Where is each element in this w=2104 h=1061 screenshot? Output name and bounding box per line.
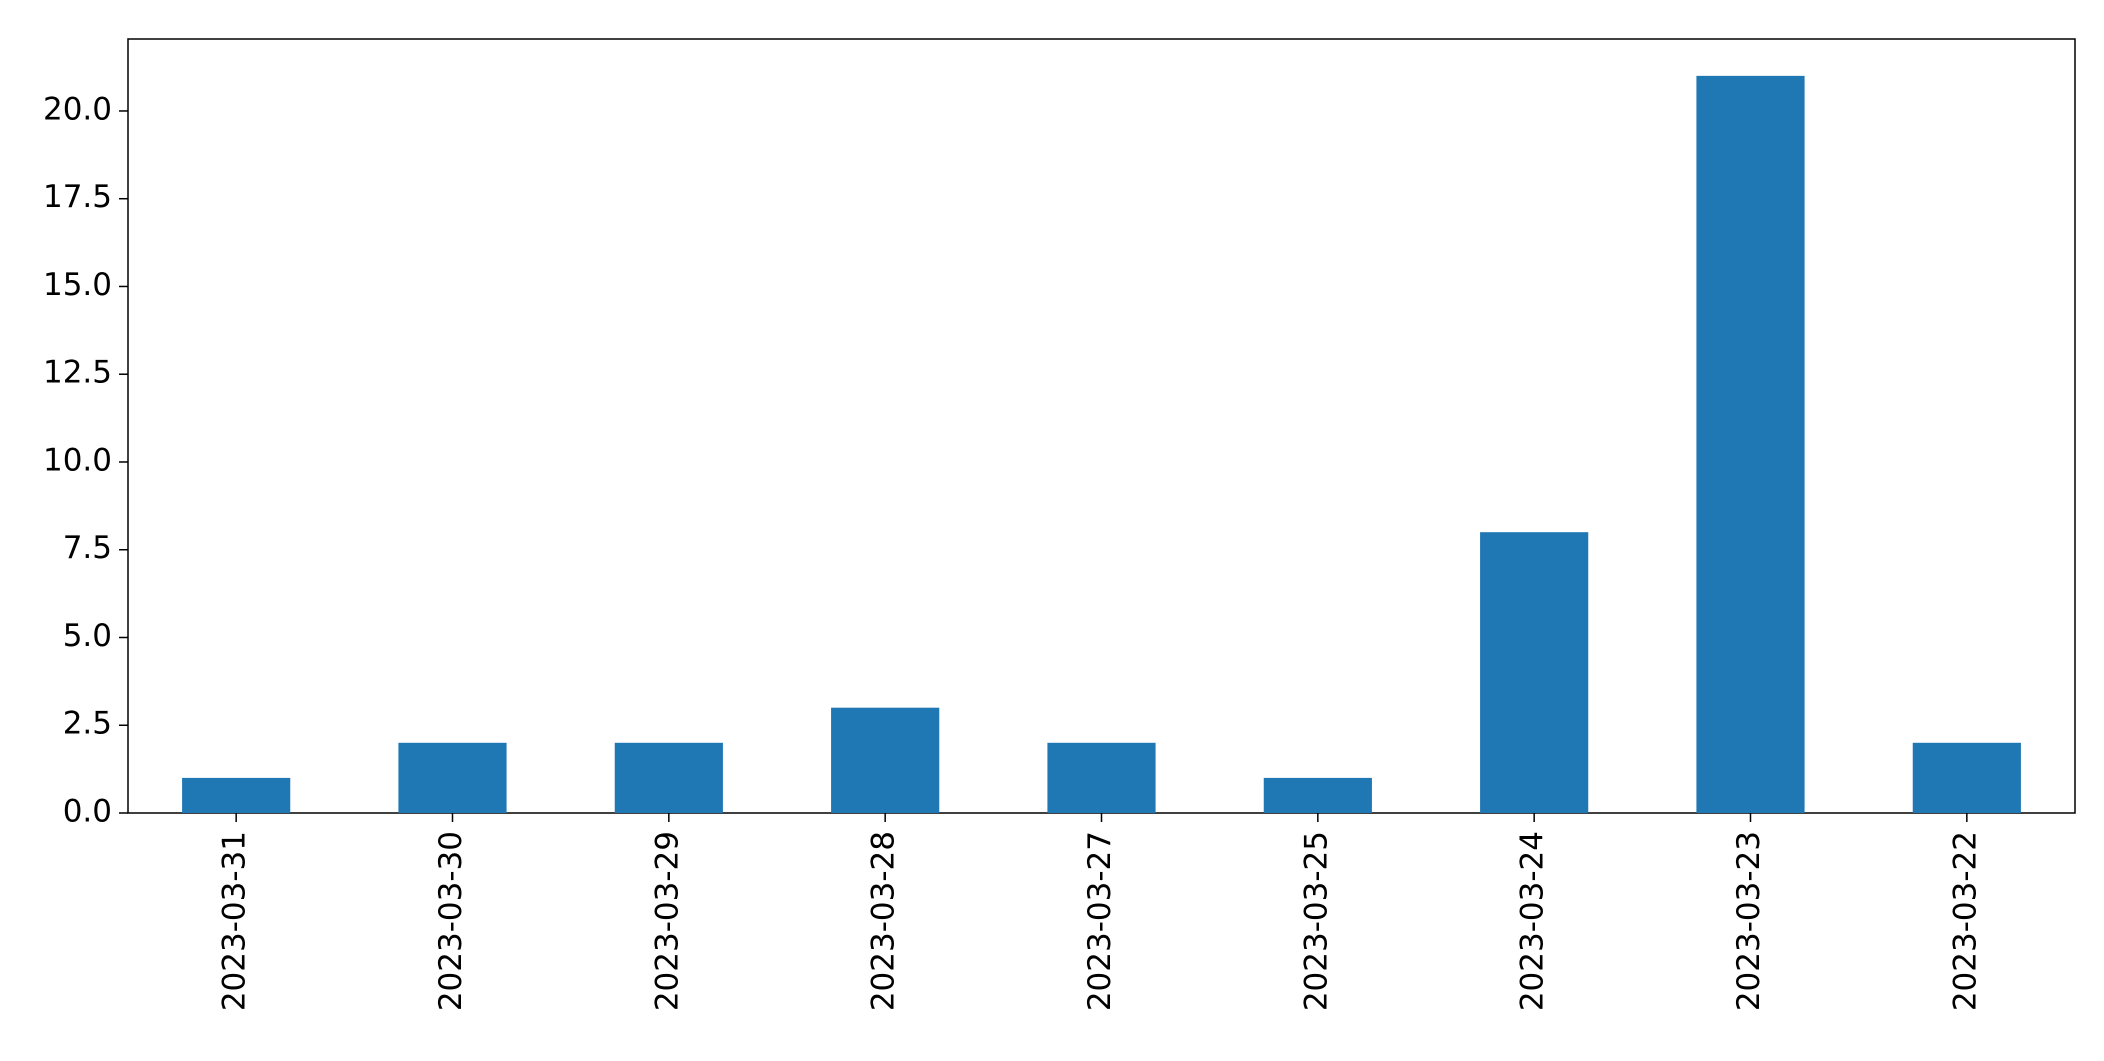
x-tick-label: 2023-03-29 bbox=[649, 831, 685, 1011]
x-tick-label: 2023-03-22 bbox=[1947, 831, 1983, 1011]
y-tick-label: 15.0 bbox=[43, 267, 112, 303]
y-tick-label: 7.5 bbox=[63, 530, 112, 566]
y-tick-label: 2.5 bbox=[63, 706, 112, 742]
bar bbox=[182, 777, 291, 813]
bar bbox=[831, 707, 940, 813]
bar bbox=[1047, 742, 1156, 813]
x-tick-label: 2023-03-30 bbox=[433, 831, 469, 1011]
x-tick-label: 2023-03-23 bbox=[1731, 831, 1767, 1011]
x-tick-label: 2023-03-27 bbox=[1082, 831, 1118, 1011]
y-tick-label: 0.0 bbox=[63, 794, 112, 830]
x-tick-label: 2023-03-31 bbox=[217, 831, 253, 1011]
x-tick-label: 2023-03-25 bbox=[1298, 831, 1334, 1011]
y-tick-label: 10.0 bbox=[43, 442, 112, 478]
bar bbox=[1263, 777, 1372, 813]
bar bbox=[1912, 742, 2021, 813]
x-tick-label: 2023-03-28 bbox=[866, 831, 902, 1011]
y-tick-label: 12.5 bbox=[43, 355, 112, 391]
y-tick-label: 5.0 bbox=[63, 618, 112, 654]
bar bbox=[1480, 532, 1589, 813]
y-tick-label: 20.0 bbox=[43, 91, 112, 127]
x-tick-label: 2023-03-24 bbox=[1515, 831, 1551, 1011]
bar bbox=[614, 742, 723, 813]
y-tick-label: 17.5 bbox=[43, 179, 112, 215]
bar bbox=[1696, 75, 1805, 814]
bar bbox=[398, 742, 507, 813]
